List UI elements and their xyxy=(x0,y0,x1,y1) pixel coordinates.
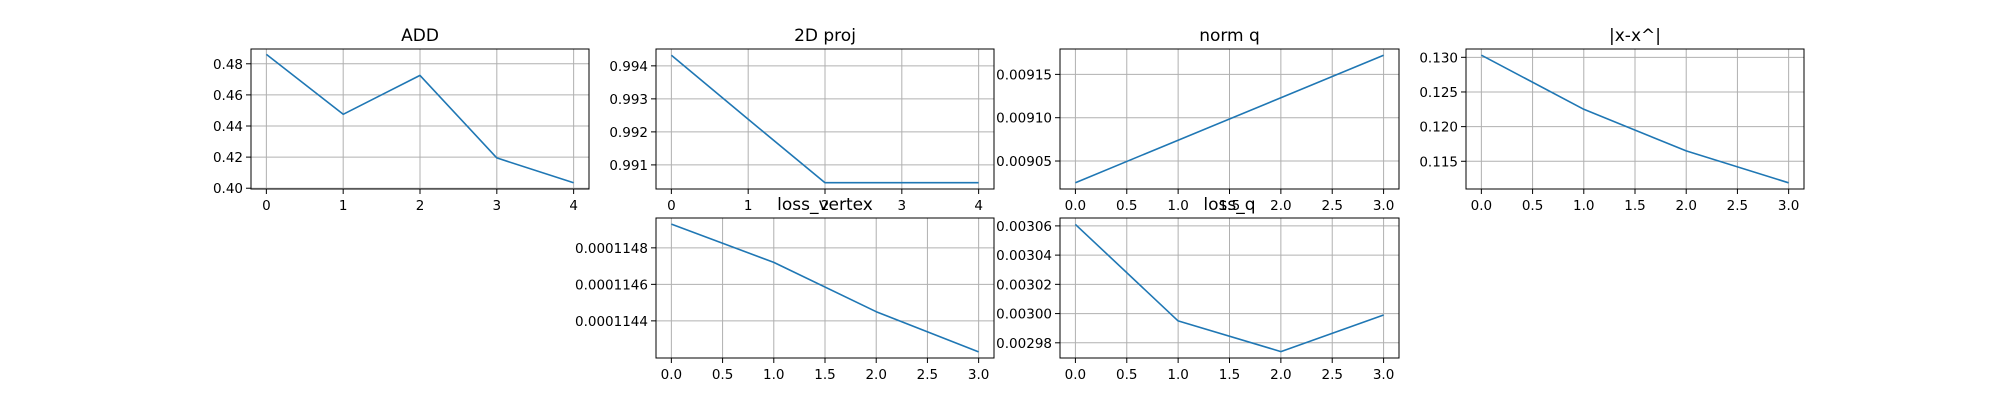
x-tick-label: 3.0 xyxy=(968,367,989,383)
x-tick-label: 4 xyxy=(974,198,983,214)
x-tick-label: 0 xyxy=(262,198,271,214)
x-tick-label: 1.0 xyxy=(1167,367,1188,383)
y-tick-label: 0.991 xyxy=(609,158,648,174)
subplot-4: 0.0 0.5 1.0 1.5 2.0 2.5 3.0 0.115 0.120 0.125 0.13… xyxy=(1419,26,1805,214)
subplot-title: |x-x^| xyxy=(1609,26,1661,46)
x-tick-label: 1.0 xyxy=(1167,198,1188,214)
series-line xyxy=(1074,223,1384,353)
x-tick-label: 3 xyxy=(493,198,502,214)
series-line xyxy=(1075,54,1384,184)
subplot-title: ADD xyxy=(401,26,439,46)
x-tick-label: 2.0 xyxy=(865,367,886,383)
x-tick-label: 2 xyxy=(821,198,830,214)
subplot-title: loss_q xyxy=(1203,195,1255,215)
y-tick-label: 0.00306 xyxy=(996,219,1052,235)
axes-frame xyxy=(250,48,590,190)
series-line xyxy=(670,54,979,184)
y-tick-label: 0.992 xyxy=(609,125,648,141)
y-tick-label: 0.44 xyxy=(213,119,243,135)
y-tick-label: 0.00915 xyxy=(996,67,1052,83)
y-tick-label: 0.00905 xyxy=(996,154,1052,170)
y-tick-label: 0.125 xyxy=(1419,85,1458,101)
x-tick-label: 0.5 xyxy=(1522,198,1543,214)
x-tick-label: 2.0 xyxy=(1270,367,1291,383)
y-tick-label: 0.00304 xyxy=(996,248,1052,264)
y-tick-label: 0.00298 xyxy=(996,336,1052,352)
axes-frame xyxy=(1059,48,1400,190)
x-tick-label: 2.5 xyxy=(1321,367,1342,383)
x-tick-label: 2.5 xyxy=(1321,198,1342,214)
subplot-3: 0.0 0.5 1.0 1.5 2.0 2.5 3.0 0.00905 0.00910 0.009… xyxy=(996,26,1400,214)
x-tick-label: 2.0 xyxy=(1675,198,1696,214)
y-tick-label: 0.0001144 xyxy=(575,314,648,330)
axes-frame xyxy=(1059,217,1400,359)
y-tick-label: 0.00910 xyxy=(996,111,1052,127)
series-line xyxy=(265,53,574,184)
y-tick-label: 0.0001146 xyxy=(575,277,648,293)
series-line xyxy=(671,223,979,353)
y-tick-label: 0.46 xyxy=(213,88,243,104)
subplot-title: norm q xyxy=(1199,26,1260,46)
y-tick-label: 0.115 xyxy=(1419,154,1458,170)
x-tick-label: 2.5 xyxy=(917,367,938,383)
x-tick-label: 2 xyxy=(416,198,425,214)
x-tick-label: 1.5 xyxy=(1219,198,1240,214)
axes-frame xyxy=(655,48,995,190)
subplot-1: 0 1 2 3 4 0.40 0.42 0.44 0.46 0.48 ADD xyxy=(213,26,590,214)
x-tick-label: 0.0 xyxy=(1065,367,1086,383)
x-tick-label: 1.0 xyxy=(1573,198,1594,214)
y-tick-label: 0.00300 xyxy=(996,307,1052,323)
subplot-title: loss_vertex xyxy=(777,195,873,215)
subplot-title: 2D proj xyxy=(794,26,856,46)
axes-frame xyxy=(1465,48,1805,190)
x-tick-label: 3.0 xyxy=(1373,198,1394,214)
x-tick-label: 0.0 xyxy=(661,367,682,383)
x-tick-label: 2.5 xyxy=(1727,198,1748,214)
y-tick-label: 0.40 xyxy=(213,181,243,197)
y-tick-label: 0.120 xyxy=(1419,120,1458,136)
x-tick-label: 3.0 xyxy=(1373,367,1394,383)
x-tick-label: 1 xyxy=(744,198,753,214)
subplot-2: 0 1 2 3 4 0.991 0.992 0.993 0.994 2D proj xyxy=(609,26,995,214)
subplot-6: 0.0 0.5 1.0 1.5 2.0 2.5 3.0 0.00298 0.00300 0.003… xyxy=(996,195,1400,383)
x-tick-label: 1.5 xyxy=(814,367,835,383)
x-tick-label: 3.0 xyxy=(1778,198,1799,214)
x-tick-label: 3 xyxy=(898,198,907,214)
x-tick-label: 1.5 xyxy=(1219,367,1240,383)
x-tick-label: 0.5 xyxy=(1116,367,1137,383)
x-tick-label: 4 xyxy=(569,198,578,214)
x-tick-label: 1.5 xyxy=(1624,198,1645,214)
x-tick-label: 0.0 xyxy=(1065,198,1086,214)
series-line xyxy=(1481,54,1789,184)
subplot-5: 0.0 0.5 1.0 1.5 2.0 2.5 3.0 0.0001144 0.0001146 0… xyxy=(575,195,995,383)
y-tick-label: 0.42 xyxy=(213,150,243,166)
axes-frame xyxy=(655,217,995,359)
x-tick-label: 1 xyxy=(339,198,348,214)
x-tick-label: 0 xyxy=(667,198,676,214)
y-tick-label: 0.0001148 xyxy=(575,241,648,257)
x-tick-label: 0.0 xyxy=(1471,198,1492,214)
y-tick-label: 0.00302 xyxy=(996,277,1052,293)
y-tick-label: 0.48 xyxy=(213,57,243,73)
x-tick-label: 0.5 xyxy=(712,367,733,383)
y-tick-label: 0.130 xyxy=(1419,50,1458,66)
x-tick-label: 2.0 xyxy=(1270,198,1291,214)
y-tick-label: 0.993 xyxy=(609,92,648,108)
y-tick-label: 0.994 xyxy=(609,59,648,75)
x-tick-label: 0.5 xyxy=(1116,198,1137,214)
x-tick-label: 1.0 xyxy=(763,367,784,383)
